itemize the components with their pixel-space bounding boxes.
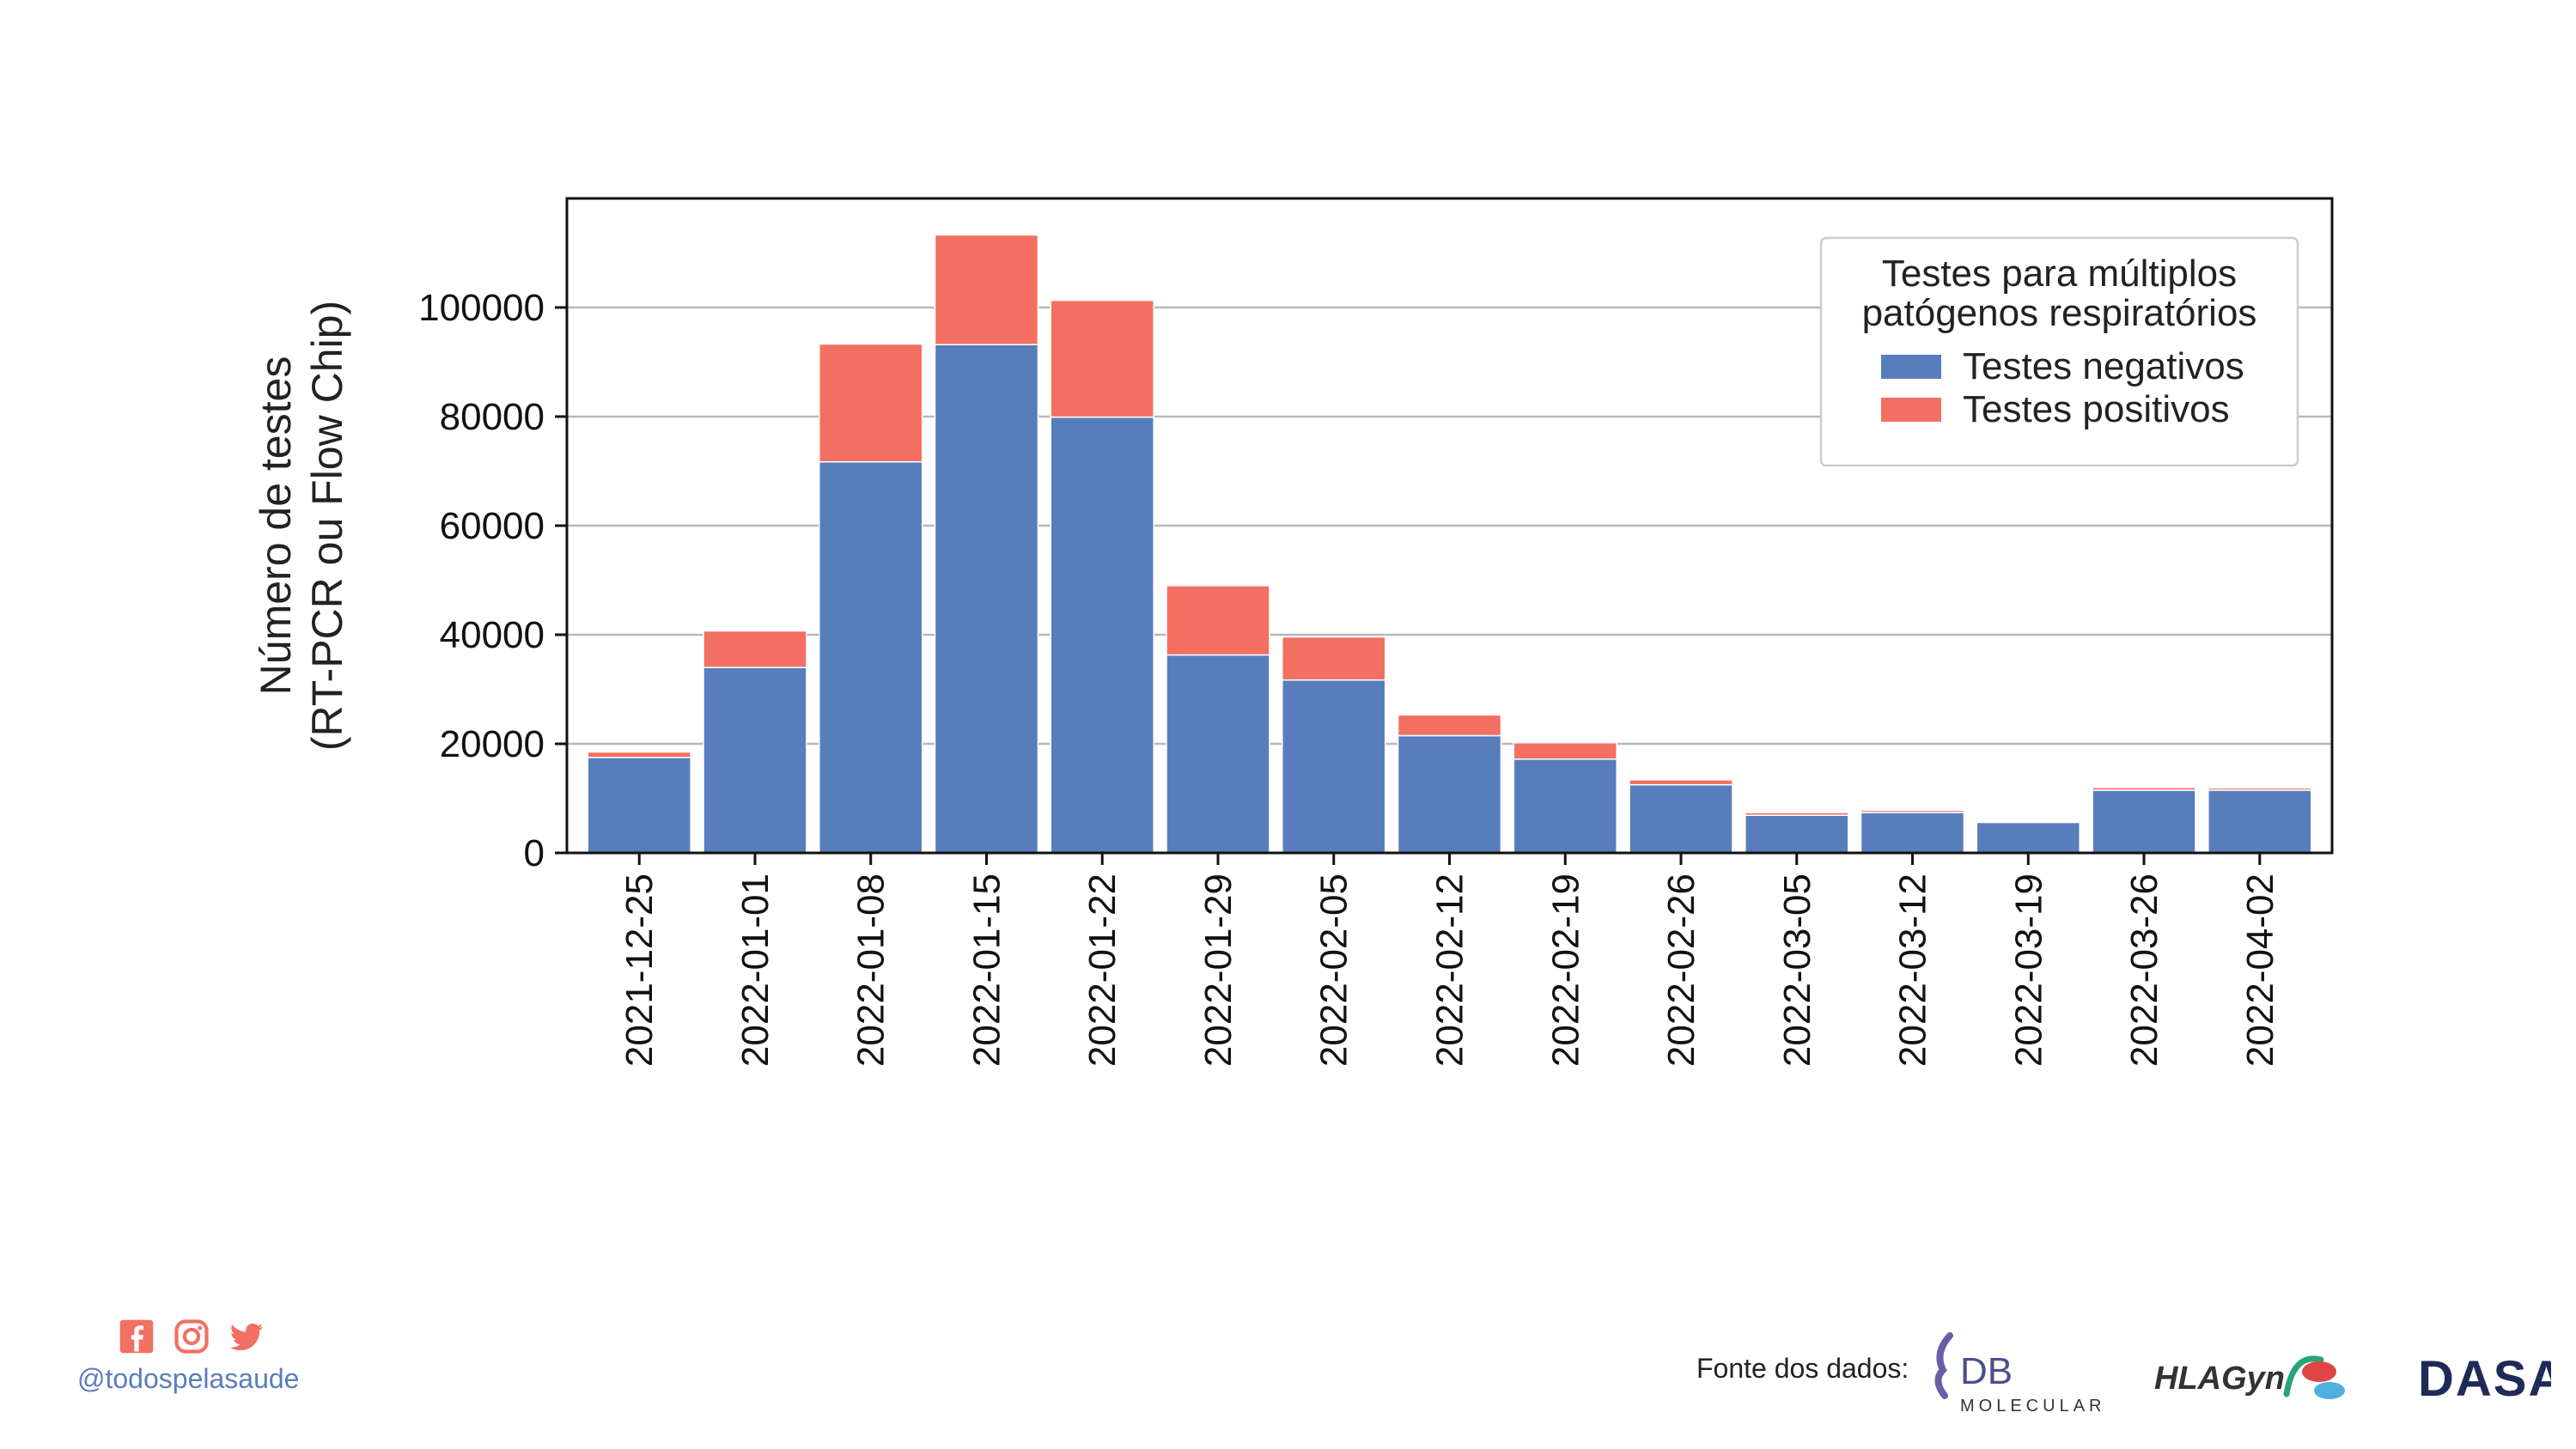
x-tick-label: 2022-01-15 (965, 874, 1008, 1067)
bar-negative (1629, 783, 1733, 854)
bar-negative (819, 460, 923, 854)
social-handle[interactable]: @todospelasaude (77, 1363, 300, 1394)
x-tick-label: 2022-01-01 (734, 874, 776, 1067)
bar-negative (1745, 814, 1849, 854)
bar-negative (2092, 789, 2196, 854)
bar-negative (934, 344, 1039, 854)
bar-negative (2208, 789, 2312, 854)
x-tick-label: 2022-02-05 (1313, 874, 1355, 1067)
bar-negative (1282, 679, 1386, 854)
bar-positive (1976, 821, 2080, 824)
x-tick-label: 2022-03-26 (2123, 874, 2165, 1067)
bar-positive (1513, 741, 1617, 760)
bar-positive (1166, 585, 1270, 656)
bar-positive (1050, 299, 1154, 418)
bar-positive (819, 343, 923, 463)
y-tick-label: 60000 (440, 505, 545, 547)
legend-swatch (1881, 398, 1941, 422)
bar-negative (1860, 812, 1965, 854)
legend-entry: Testes negativos (1963, 345, 2244, 387)
facebook-icon[interactable] (119, 1318, 155, 1355)
hlagyn-logo: HLAGyn. (2154, 1355, 2345, 1399)
bar-negative (1050, 416, 1154, 854)
x-tick-label: 2021-12-25 (618, 874, 661, 1067)
twitter-icon[interactable] (228, 1318, 265, 1355)
bar-positive (1745, 812, 1849, 816)
legend-title: Testes para múltiplos (1882, 253, 2237, 295)
x-tick-label: 2022-02-26 (1660, 874, 1702, 1067)
legend-title: patógenos respiratórios (1862, 292, 2257, 334)
y-tick-label: 100000 (418, 287, 545, 329)
svg-text:DB: DB (1960, 1350, 2013, 1392)
bar-negative (703, 667, 807, 854)
bar-negative (587, 757, 691, 854)
x-tick-label: 2022-01-22 (1081, 874, 1124, 1067)
source-label: Fonte dos dados: (1696, 1353, 1909, 1384)
bar-negative (1513, 758, 1617, 854)
bar-positive (934, 234, 1039, 345)
bar-negative (1976, 821, 2080, 854)
x-tick-label: 2022-02-19 (1544, 874, 1586, 1067)
bar-positive (1282, 636, 1386, 681)
x-tick-label: 2022-01-29 (1197, 874, 1239, 1067)
bar-negative (1166, 654, 1270, 854)
y-tick-label: 40000 (440, 614, 545, 656)
x-tick-label: 2022-03-19 (2007, 874, 2049, 1067)
dasa-logo: DASA (2418, 1351, 2551, 1407)
x-tick-label: 2022-04-02 (2239, 874, 2281, 1067)
x-tick-label: 2022-01-08 (850, 874, 892, 1067)
bar-positive (1629, 779, 1733, 786)
y-axis-label-line: Número de testes (252, 356, 300, 696)
bar-positive (587, 751, 691, 758)
y-axis-label: Número de testes (RT-PCR ou Flow Chip) (252, 301, 351, 751)
x-tick-label: 2022-03-12 (1892, 874, 1934, 1067)
legend-entry: Testes positivos (1963, 388, 2230, 430)
bar-positive (2208, 787, 2312, 791)
bar-positive (2092, 787, 2196, 791)
y-tick-label: 80000 (440, 396, 545, 438)
y-tick-label: 20000 (440, 723, 545, 765)
x-tick-label: 2022-03-05 (1776, 874, 1818, 1067)
bar-positive (1860, 809, 1965, 813)
svg-text:DASA: DASA (2418, 1351, 2551, 1407)
svg-text:MOLECULAR: MOLECULAR (1960, 1397, 2105, 1416)
bar-positive (1397, 714, 1502, 737)
bar-positive (703, 630, 807, 668)
db-molecular-logo: DB MOLECULAR (1934, 1332, 2105, 1416)
y-axis: 0 20000 40000 60000 80000 100000 (418, 287, 567, 874)
instagram-icon[interactable] (174, 1318, 210, 1355)
legend-swatch (1881, 355, 1941, 379)
svg-text:HLAGyn.: HLAGyn. (2154, 1361, 2294, 1397)
x-axis: 2021-12-25 2022-01-01 2022-01-08 2022-01-15… (618, 853, 2281, 1067)
bar-negative (1397, 734, 1502, 854)
social-block: @todospelasaude (77, 1318, 318, 1395)
y-axis-label-line: (RT-PCR ou Flow Chip) (303, 301, 351, 751)
x-tick-label: 2022-02-12 (1429, 874, 1471, 1067)
source-logos: DB MOLECULAR HLAGyn. DASA (1934, 1332, 2551, 1416)
y-tick-label: 0 (524, 832, 545, 874)
bars (587, 234, 2312, 854)
